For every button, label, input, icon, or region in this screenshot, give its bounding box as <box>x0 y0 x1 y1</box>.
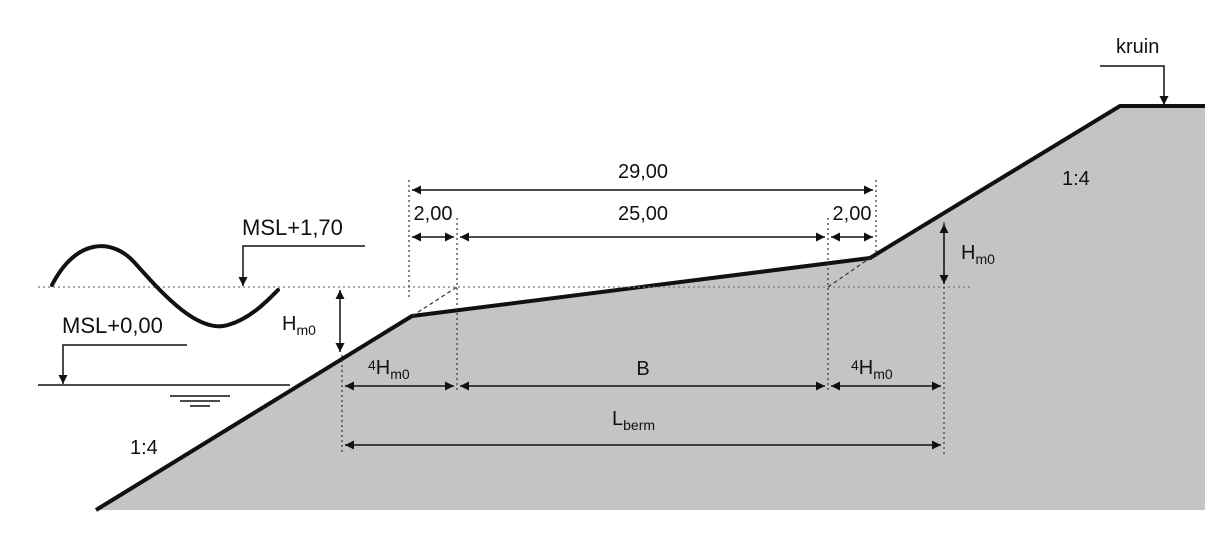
crest-callout <box>1100 65 1169 105</box>
hm0-left-label: Hm0 <box>282 313 316 338</box>
dim-total-label: 29,00 <box>618 161 668 183</box>
dim-4hm0-left-label: 4Hm0 <box>368 357 410 382</box>
dim-berm-width-label: B <box>636 358 649 380</box>
dim-lberm-label: Lberm <box>612 408 655 433</box>
water-level-symbol <box>170 395 230 407</box>
dim-mid-label: 25,00 <box>618 203 668 225</box>
wave-curve <box>50 244 280 329</box>
crest-label: kruin <box>1116 36 1159 58</box>
mean-level-callout <box>58 344 187 384</box>
design-level-label: MSL+1,70 <box>242 215 343 240</box>
mean-level-label: MSL+0,00 <box>62 313 163 338</box>
upper-slope-label: 1:4 <box>1062 168 1090 190</box>
design-level-callout <box>238 245 365 286</box>
dim-left-label: 2,00 <box>414 203 453 225</box>
hm0-right-label: Hm0 <box>961 242 995 267</box>
lower-slope-label: 1:4 <box>130 437 158 459</box>
dim-right-label: 2,00 <box>833 203 872 225</box>
berm-extension-lines <box>411 257 871 317</box>
dike-body <box>96 106 1205 510</box>
reference-lines <box>341 180 945 455</box>
dim-4hm0-right-label: 4Hm0 <box>851 357 893 382</box>
